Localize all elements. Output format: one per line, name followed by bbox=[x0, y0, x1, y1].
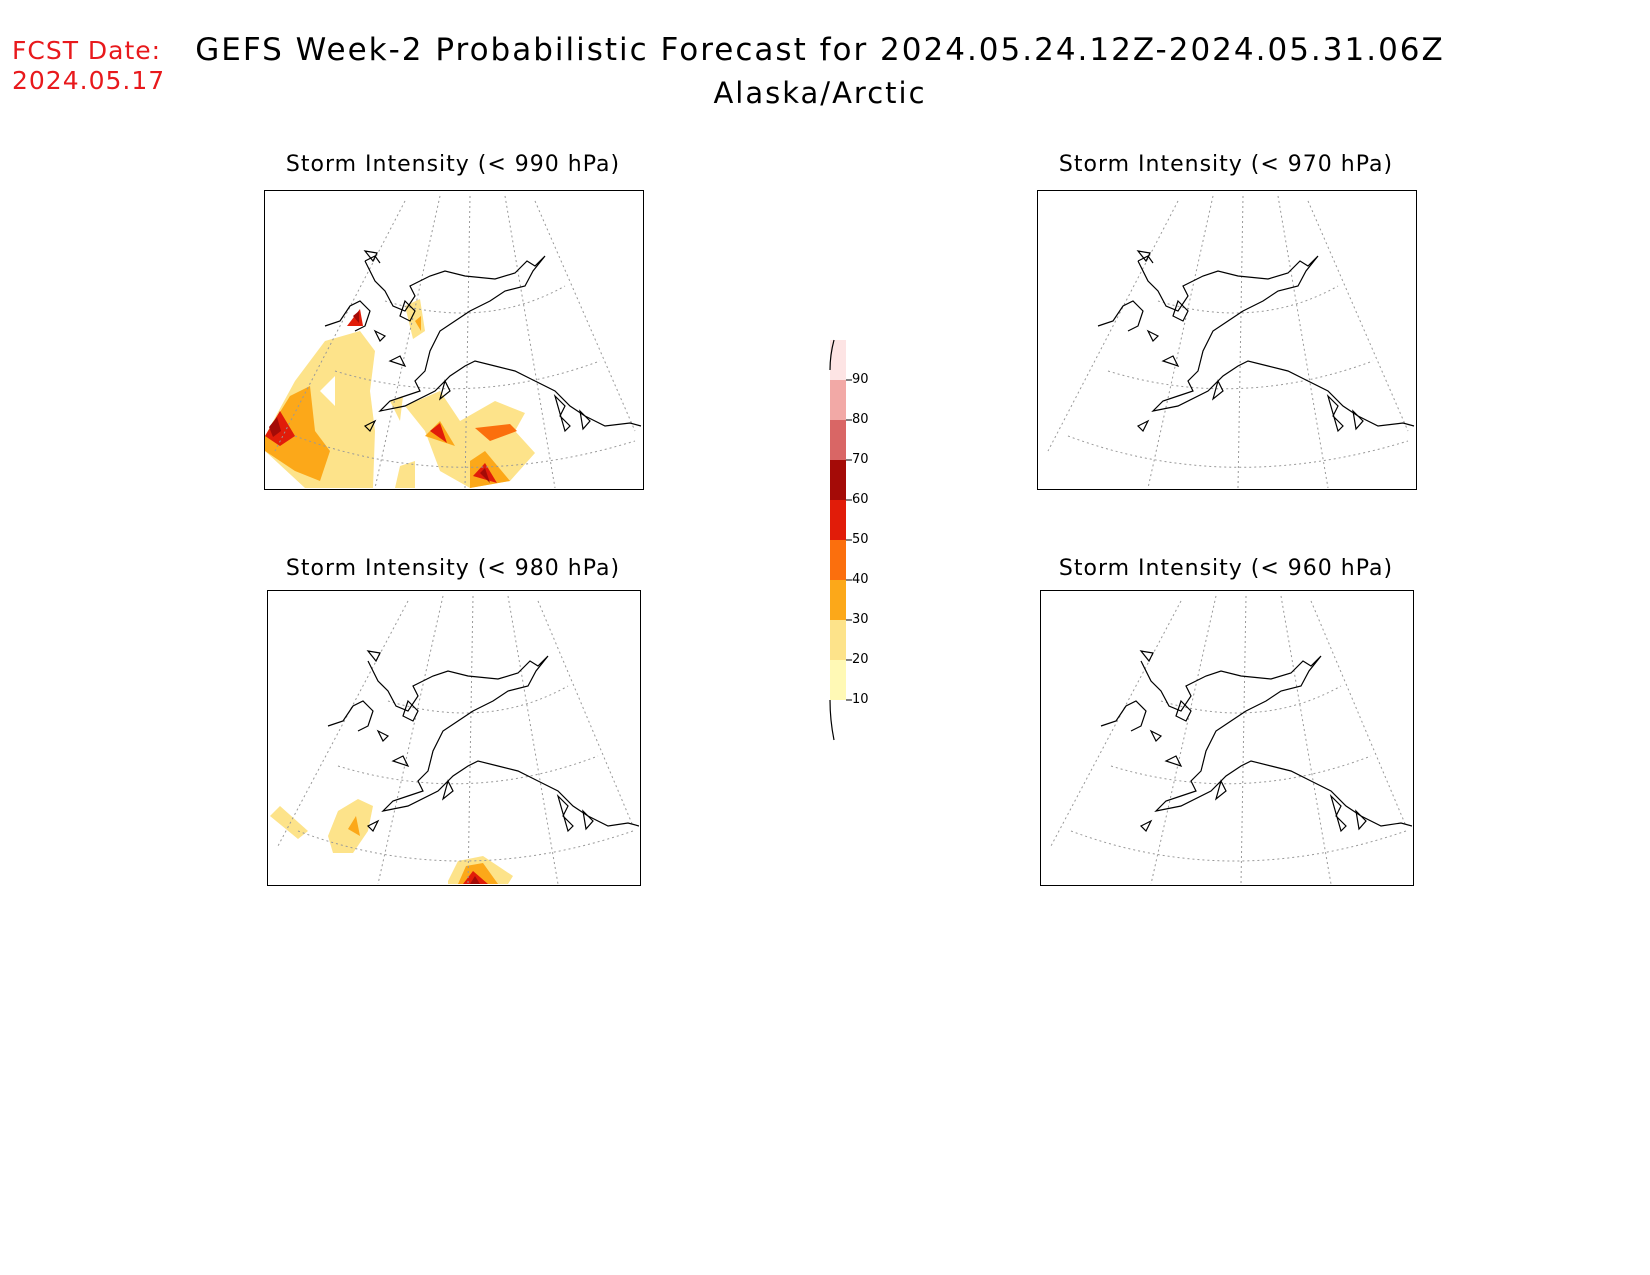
colorbar-tick-label: 60 bbox=[852, 492, 869, 507]
colorbar-bottom-cap bbox=[829, 699, 835, 741]
coastline bbox=[1097, 250, 1415, 433]
main-title: GEFS Week-2 Probabilistic Forecast for 2… bbox=[195, 32, 1445, 68]
colorbar-swatch bbox=[830, 580, 846, 620]
colorbar-tick-label: 10 bbox=[852, 692, 869, 707]
panel-title-970: Storm Intensity (< 970 hPa) bbox=[1058, 152, 1394, 177]
colorbar-swatch bbox=[830, 540, 846, 580]
colorbar-swatch bbox=[830, 420, 846, 460]
forecast-date-block: FCST Date: 2024.05.17 bbox=[12, 36, 165, 96]
coastline bbox=[1100, 650, 1412, 833]
graticule-lines bbox=[1050, 595, 1407, 884]
graticule-lines bbox=[1047, 195, 1409, 488]
panel-title-960: Storm Intensity (< 960 hPa) bbox=[1058, 556, 1394, 581]
map-990 bbox=[265, 195, 642, 488]
colorbar-top-cap bbox=[829, 339, 835, 371]
colorbar-tick-label: 90 bbox=[852, 372, 869, 387]
colorbar-swatches bbox=[830, 340, 852, 701]
fcst-date-label: FCST Date: bbox=[12, 36, 162, 65]
graticule-lines bbox=[274, 195, 636, 488]
colorbar-tick-label: 30 bbox=[852, 612, 869, 627]
colorbar-tick-label: 70 bbox=[852, 452, 869, 467]
colorbar-tick-label: 80 bbox=[852, 412, 869, 427]
colorbar-swatch bbox=[830, 620, 846, 660]
colorbar bbox=[829, 339, 852, 741]
colorbar-swatch bbox=[830, 380, 846, 420]
colorbar-tick-label: 50 bbox=[852, 532, 869, 547]
map-panel-970 bbox=[1037, 190, 1417, 490]
colorbar-swatch bbox=[830, 340, 846, 380]
map-panel-960 bbox=[1040, 590, 1414, 886]
fcst-date-value: 2024.05.17 bbox=[12, 66, 166, 95]
map-970 bbox=[1047, 195, 1415, 488]
colorbar-swatch bbox=[830, 460, 846, 500]
coastline bbox=[324, 250, 642, 433]
graticule-lines bbox=[277, 595, 634, 884]
panel-title-980: Storm Intensity (< 980 hPa) bbox=[285, 556, 621, 581]
colorbar-swatch bbox=[830, 500, 846, 540]
probability-shading bbox=[270, 799, 513, 884]
map-panel-980 bbox=[267, 590, 641, 886]
colorbar-swatch bbox=[830, 660, 846, 700]
region-subtitle: Alaska/Arctic bbox=[713, 76, 927, 110]
colorbar-tick-label: 40 bbox=[852, 572, 869, 587]
map-panel-990 bbox=[264, 190, 644, 490]
coastline bbox=[327, 650, 639, 833]
colorbar-tick-label: 20 bbox=[852, 652, 869, 667]
probability-shading bbox=[265, 299, 535, 488]
map-980 bbox=[270, 595, 639, 884]
map-960 bbox=[1050, 595, 1412, 884]
panel-title-990: Storm Intensity (< 990 hPa) bbox=[285, 152, 621, 177]
